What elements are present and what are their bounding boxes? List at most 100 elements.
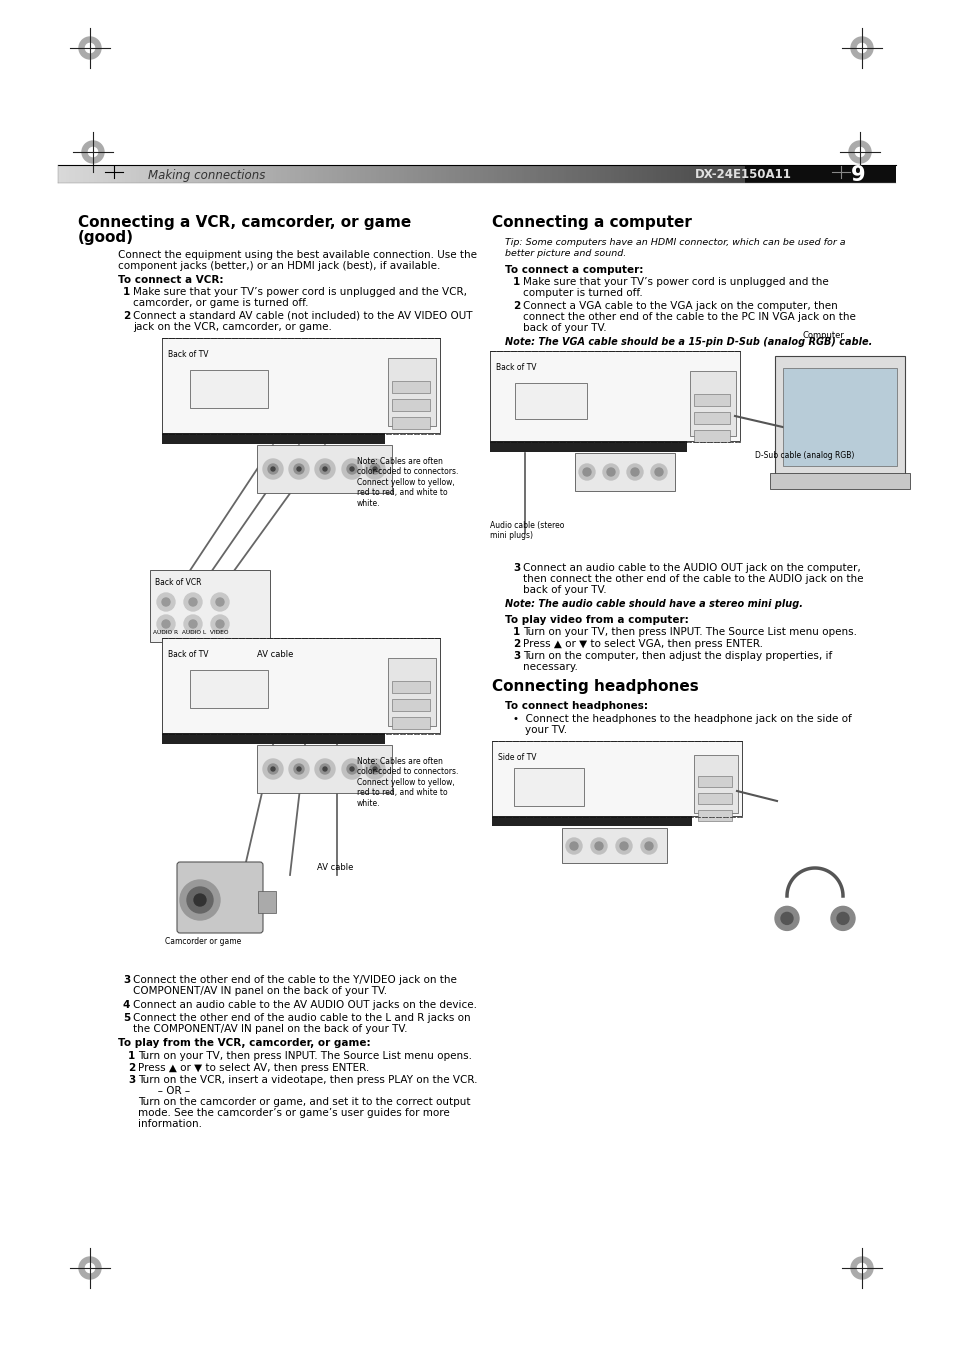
Bar bbox=[698, 792, 731, 805]
Circle shape bbox=[836, 913, 848, 925]
Text: Connect a VGA cable to the VGA jack on the computer, then: Connect a VGA cable to the VGA jack on t… bbox=[522, 301, 837, 310]
Text: 1: 1 bbox=[513, 626, 519, 637]
Text: To connect headphones:: To connect headphones: bbox=[504, 701, 647, 711]
Bar bbox=[693, 412, 729, 424]
Text: To connect a computer:: To connect a computer: bbox=[504, 265, 642, 275]
Bar bbox=[698, 810, 731, 821]
Text: your TV.: your TV. bbox=[524, 725, 566, 734]
Bar bbox=[515, 383, 586, 418]
Text: Connect the other end of the cable to the Y/VIDEO jack on the: Connect the other end of the cable to th… bbox=[132, 975, 456, 985]
Text: Press ▲ or ▼ to select AV, then press ENTER.: Press ▲ or ▼ to select AV, then press EN… bbox=[138, 1062, 369, 1073]
Bar bbox=[162, 433, 385, 444]
Text: jack on the VCR, camcorder, or game.: jack on the VCR, camcorder, or game. bbox=[132, 323, 332, 332]
Text: Making connections: Making connections bbox=[148, 170, 265, 182]
Text: 1: 1 bbox=[123, 288, 131, 297]
Circle shape bbox=[263, 759, 283, 779]
Circle shape bbox=[370, 464, 379, 474]
Bar bbox=[256, 446, 392, 493]
Circle shape bbox=[289, 759, 309, 779]
Text: 4: 4 bbox=[123, 1000, 131, 1010]
Text: Turn on the computer, then adjust the display properties, if: Turn on the computer, then adjust the di… bbox=[522, 651, 831, 661]
Text: back of your TV.: back of your TV. bbox=[522, 585, 606, 595]
Bar bbox=[392, 680, 430, 693]
Circle shape bbox=[187, 887, 213, 913]
Circle shape bbox=[848, 140, 870, 163]
Text: – OR –: – OR – bbox=[148, 1085, 190, 1096]
Circle shape bbox=[590, 838, 606, 855]
Circle shape bbox=[271, 767, 274, 771]
Text: information.: information. bbox=[138, 1119, 202, 1129]
Text: 2: 2 bbox=[513, 301, 519, 310]
Text: Note: The VGA cable should be a 15-pin D-Sub (analog RGB) cable.: Note: The VGA cable should be a 15-pin D… bbox=[504, 338, 871, 347]
Circle shape bbox=[189, 598, 196, 606]
Circle shape bbox=[268, 464, 277, 474]
Text: COMPONENT/AV IN panel on the back of your TV.: COMPONENT/AV IN panel on the back of you… bbox=[132, 986, 387, 996]
Circle shape bbox=[650, 464, 666, 481]
Circle shape bbox=[855, 147, 863, 157]
Circle shape bbox=[606, 468, 615, 477]
Text: Connect the other end of the audio cable to the L and R jacks on: Connect the other end of the audio cable… bbox=[132, 1012, 470, 1023]
Bar bbox=[392, 699, 430, 711]
Circle shape bbox=[365, 459, 385, 479]
Bar bbox=[150, 570, 270, 643]
Bar bbox=[689, 371, 735, 436]
Text: Note: Cables are often
color-coded to connectors.
Connect yellow to yellow,
red : Note: Cables are often color-coded to co… bbox=[356, 458, 457, 508]
Text: Turn on the camcorder or game, and set it to the correct output: Turn on the camcorder or game, and set i… bbox=[138, 1098, 470, 1107]
Text: 3: 3 bbox=[128, 1075, 135, 1085]
Text: Camcorder or game: Camcorder or game bbox=[165, 937, 241, 946]
Bar bbox=[190, 670, 268, 707]
Bar bbox=[490, 441, 686, 452]
Text: To play from the VCR, camcorder, or game:: To play from the VCR, camcorder, or game… bbox=[118, 1038, 370, 1048]
Text: Connect an audio cable to the AV AUDIO OUT jacks on the device.: Connect an audio cable to the AV AUDIO O… bbox=[132, 1000, 476, 1010]
Text: back of your TV.: back of your TV. bbox=[522, 323, 606, 333]
Circle shape bbox=[857, 1264, 865, 1273]
Text: Connect an audio cable to the AUDIO OUT jack on the computer,: Connect an audio cable to the AUDIO OUT … bbox=[522, 563, 860, 572]
Circle shape bbox=[79, 36, 101, 59]
Text: Back of TV: Back of TV bbox=[496, 363, 536, 373]
Circle shape bbox=[184, 616, 202, 633]
Circle shape bbox=[215, 620, 224, 628]
Circle shape bbox=[314, 759, 335, 779]
Bar bbox=[575, 454, 675, 491]
Text: (good): (good) bbox=[78, 230, 133, 244]
Text: Press ▲ or ▼ to select VGA, then press ENTER.: Press ▲ or ▼ to select VGA, then press E… bbox=[522, 639, 762, 649]
Circle shape bbox=[184, 593, 202, 612]
Circle shape bbox=[619, 842, 627, 850]
Circle shape bbox=[211, 616, 229, 633]
Circle shape bbox=[365, 759, 385, 779]
Circle shape bbox=[341, 459, 361, 479]
Text: AV cable: AV cable bbox=[316, 863, 353, 872]
Text: Turn on your TV, then press INPUT. The Source List menu opens.: Turn on your TV, then press INPUT. The S… bbox=[138, 1052, 472, 1061]
Bar bbox=[693, 394, 729, 406]
Text: •  Connect the headphones to the headphone jack on the side of: • Connect the headphones to the headphon… bbox=[513, 714, 851, 724]
Circle shape bbox=[294, 464, 304, 474]
Circle shape bbox=[79, 1257, 101, 1278]
Circle shape bbox=[263, 459, 283, 479]
Circle shape bbox=[850, 36, 872, 59]
Bar bbox=[392, 417, 430, 429]
Circle shape bbox=[271, 467, 274, 471]
Text: 2: 2 bbox=[128, 1062, 135, 1073]
Circle shape bbox=[774, 906, 799, 930]
Bar bbox=[392, 381, 430, 393]
Bar bbox=[492, 741, 741, 815]
Circle shape bbox=[157, 593, 174, 612]
Circle shape bbox=[350, 767, 354, 771]
Text: Make sure that your TV’s power cord is unplugged and the VCR,: Make sure that your TV’s power cord is u… bbox=[132, 288, 467, 297]
Circle shape bbox=[319, 464, 330, 474]
Text: To play video from a computer:: To play video from a computer: bbox=[504, 616, 688, 625]
Circle shape bbox=[630, 468, 639, 477]
Bar bbox=[698, 776, 731, 787]
Text: Side of TV: Side of TV bbox=[497, 753, 536, 761]
Text: 3: 3 bbox=[123, 975, 131, 985]
Text: Connecting a VCR, camcorder, or game: Connecting a VCR, camcorder, or game bbox=[78, 215, 411, 230]
Text: AUDIO R  AUDIO L  VIDEO: AUDIO R AUDIO L VIDEO bbox=[152, 630, 229, 634]
Circle shape bbox=[781, 913, 792, 925]
Bar bbox=[257, 891, 275, 913]
Circle shape bbox=[569, 842, 578, 850]
Bar bbox=[162, 733, 385, 744]
Circle shape bbox=[215, 598, 224, 606]
Circle shape bbox=[162, 598, 170, 606]
Circle shape bbox=[644, 842, 652, 850]
Text: AV cable: AV cable bbox=[256, 649, 294, 659]
